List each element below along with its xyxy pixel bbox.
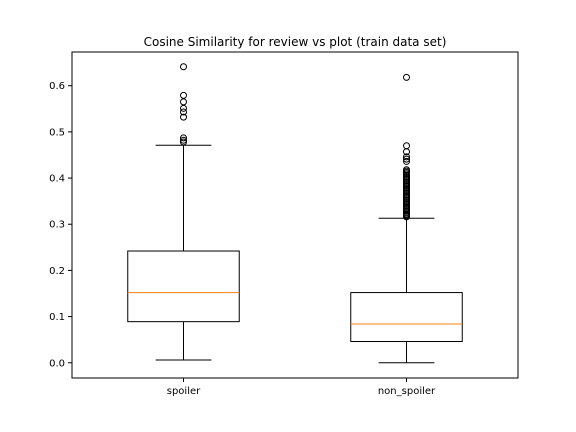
y-tick-label: 0.4 bbox=[49, 174, 65, 185]
outlier-point bbox=[403, 155, 410, 163]
y-tick-label: 0.6 bbox=[49, 81, 65, 92]
y-tick-label: 0.2 bbox=[49, 266, 65, 277]
x-tick-label: non_spoiler bbox=[378, 386, 436, 397]
outlier-point bbox=[403, 166, 410, 174]
iqr-box bbox=[350, 292, 463, 343]
outlier-point bbox=[403, 73, 410, 81]
outlier-point bbox=[403, 153, 410, 161]
y-tick-label: 0.5 bbox=[49, 127, 65, 138]
y-tick-label: 0.0 bbox=[49, 358, 65, 369]
axes-frame bbox=[71, 51, 519, 379]
outlier-point bbox=[180, 138, 187, 146]
outlier-point bbox=[180, 108, 187, 116]
outlier-point bbox=[403, 142, 410, 150]
outlier-point bbox=[180, 113, 187, 121]
outlier-point bbox=[180, 136, 187, 144]
outlier-point bbox=[180, 134, 187, 142]
iqr-box bbox=[127, 250, 240, 323]
chart-title: Cosine Similarity for review vs plot (tr… bbox=[144, 35, 447, 49]
y-tick-label: 0.1 bbox=[49, 312, 65, 323]
outlier-point bbox=[180, 63, 187, 71]
x-tick-label: spoiler bbox=[167, 386, 201, 397]
y-tick-label: 0.3 bbox=[49, 220, 65, 231]
plot-area: 0.0 0.1 0.2 0.3 0.4 0.5 0.6 spoiler non_spoiler bbox=[49, 63, 463, 397]
outlier-point bbox=[403, 157, 410, 165]
outlier-point bbox=[180, 91, 187, 99]
